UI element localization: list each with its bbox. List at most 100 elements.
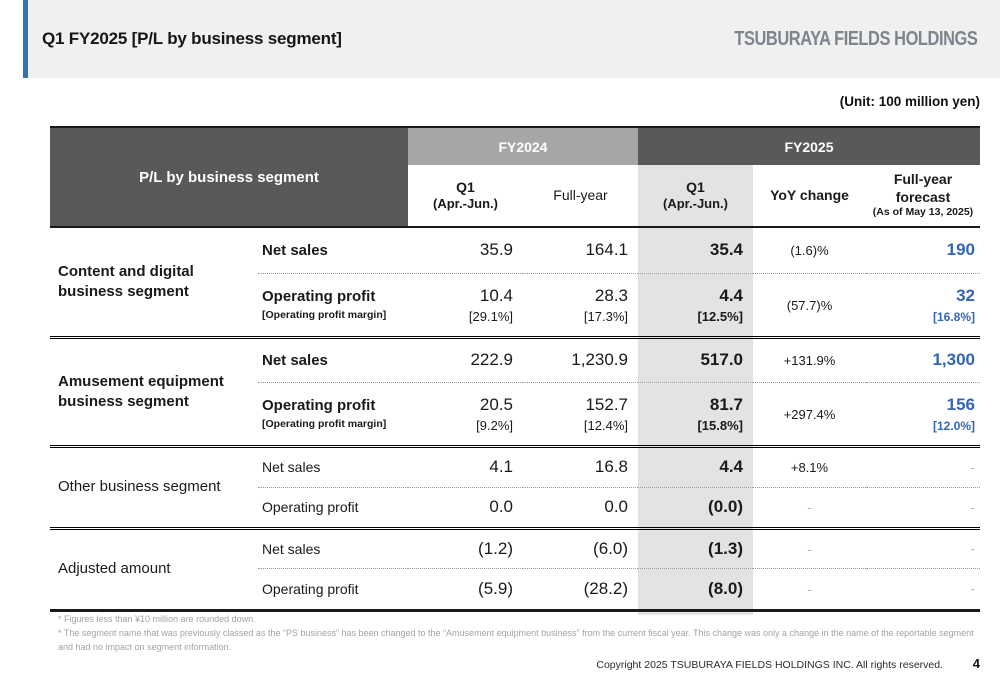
value: 190	[946, 240, 975, 260]
value: +131.9%	[783, 353, 836, 368]
cell-forecast: 1,300	[866, 336, 980, 382]
cell-fy25-q1: 517.0	[638, 336, 753, 382]
value: 1,300	[932, 350, 975, 370]
value: -	[970, 581, 975, 597]
cell-fy25-q1: (1.3)	[638, 527, 753, 568]
value: -	[970, 459, 975, 475]
value: 0.0	[604, 497, 628, 517]
value: 152.7	[585, 394, 628, 414]
cell-yoy: (1.6)%	[753, 228, 866, 273]
value: 222.9	[470, 350, 513, 370]
cell-forecast: -	[866, 487, 980, 527]
footnotes: * Figures less than ¥10 million are roun…	[58, 613, 978, 655]
cell-forecast: 156 [12.0%]	[866, 382, 980, 445]
row-item-label: Operating profit	[258, 487, 408, 527]
cell-fy24-q1: (1.2)	[408, 527, 523, 568]
highlight-column-overshoot	[638, 612, 753, 615]
value: 32	[956, 286, 975, 306]
margin-value: [29.1%]	[468, 308, 513, 324]
value: 35.4	[709, 240, 743, 260]
col-header-yoy: YoY change	[753, 165, 866, 228]
cell-fy24-full: (6.0)	[523, 527, 638, 568]
col-header-label: Full-year forecast	[893, 171, 953, 205]
cell-yoy: +131.9%	[753, 336, 866, 382]
col-header-sub: (Apr.-Jun.)	[663, 196, 728, 212]
cell-fy25-q1: (8.0)	[638, 568, 753, 609]
row-item-label: Net sales	[262, 241, 328, 259]
row-item-label: Net sales	[258, 527, 408, 568]
cell-fy24-full: 1,230.9	[523, 336, 638, 382]
cell-forecast: -	[866, 527, 980, 568]
cell-fy24-q1: 20.5 [9.2%]	[408, 382, 523, 445]
value: +8.1%	[790, 460, 829, 475]
colgroup-fy2025: FY2025	[638, 128, 980, 165]
corner-header: P/L by business segment	[50, 128, 408, 228]
cell-fy25-q1: 4.4	[638, 445, 753, 487]
value: 4.1	[489, 457, 513, 477]
row-item-label: Operating profit [Operating profit margi…	[258, 273, 408, 336]
value: -	[807, 500, 812, 515]
value: 28.3	[594, 285, 628, 305]
cell-fy24-full: 28.3 [17.3%]	[523, 273, 638, 336]
value: -	[970, 499, 975, 515]
value: 1,230.9	[571, 350, 628, 370]
cell-forecast: -	[866, 445, 980, 487]
col-header-label: YoY change	[770, 186, 849, 203]
value: 10.4	[479, 285, 513, 305]
row-item-label: Net sales	[258, 445, 408, 487]
cell-fy24-q1: 222.9	[408, 336, 523, 382]
cell-fy24-q1: (5.9)	[408, 568, 523, 609]
cell-yoy: (57.7)%	[753, 273, 866, 336]
row-item-label: Operating profit	[258, 568, 408, 609]
page-title: Q1 FY2025 [P/L by business segment]	[42, 29, 342, 48]
cell-forecast: 190	[866, 228, 980, 273]
segment-name-other: Other business segment	[50, 445, 258, 527]
footnote-line: * The segment name that was previously c…	[58, 627, 974, 652]
margin-value: [12.4%]	[583, 417, 628, 433]
margin-value: [9.2%]	[476, 417, 513, 433]
slide-header: Q1 FY2025 [P/L by business segment] TSUB…	[0, 0, 1000, 78]
cell-yoy: -	[753, 527, 866, 568]
margin-value: [12.5%]	[697, 308, 743, 324]
cell-fy25-q1: 35.4	[638, 228, 753, 273]
segment-name-adjusted: Adjusted amount	[50, 527, 258, 609]
value: 81.7	[709, 394, 743, 414]
item-label: Operating profit	[262, 397, 376, 415]
cell-fy24-q1: 4.1	[408, 445, 523, 487]
cell-yoy: -	[753, 568, 866, 609]
cell-fy25-q1: 4.4 [12.5%]	[638, 273, 753, 336]
copyright-text: Copyright 2025 TSUBURAYA FIELDS HOLDINGS…	[596, 659, 943, 671]
margin-value: [12.0%]	[932, 418, 975, 433]
col-header-fy25-q1: Q1 (Apr.-Jun.)	[638, 165, 753, 228]
value: (0.0)	[708, 497, 743, 517]
cell-forecast: -	[866, 568, 980, 609]
cell-fy24-q1: 0.0	[408, 487, 523, 527]
cell-fy25-q1: 81.7 [15.8%]	[638, 382, 753, 445]
value: (1.2)	[478, 538, 513, 558]
cell-fy24-full: (28.2)	[523, 568, 638, 609]
cell-yoy: +297.4%	[753, 382, 866, 445]
col-header-label: Full-year	[553, 186, 608, 203]
value: 4.4	[719, 285, 743, 305]
row-item-label: Operating profit [Operating profit margi…	[258, 382, 408, 445]
page-number: 4	[972, 656, 980, 671]
margin-value: [15.8%]	[697, 417, 743, 433]
value: (5.9)	[478, 578, 513, 598]
cell-yoy: -	[753, 487, 866, 527]
value: 156	[946, 395, 975, 415]
value: +297.4%	[783, 406, 836, 422]
unit-note: (Unit: 100 million yen)	[839, 94, 980, 109]
value: (6.0)	[593, 538, 628, 558]
row-item-label: Net sales	[258, 336, 408, 382]
cell-fy25-q1: (0.0)	[638, 487, 753, 527]
cell-fy24-q1: 35.9	[408, 228, 523, 273]
cell-forecast: 32 [16.8%]	[866, 273, 980, 336]
col-header-fy24-full: Full-year	[523, 165, 638, 228]
margin-value: [16.8%]	[932, 309, 975, 324]
segment-name-amusement: Amusement equipment business segment	[50, 336, 258, 445]
col-header-sub: (Apr.-Jun.)	[433, 196, 498, 212]
value: 16.8	[594, 457, 628, 477]
segment-name-content-digital: Content and digital business segment	[58, 262, 194, 300]
value: (57.7)%	[786, 297, 833, 313]
